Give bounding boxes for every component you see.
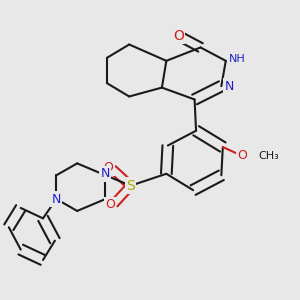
Text: O: O (237, 149, 247, 162)
Text: N: N (224, 80, 234, 93)
Text: CH₃: CH₃ (259, 151, 279, 161)
Text: O: O (103, 161, 113, 174)
Text: O: O (173, 28, 184, 43)
Text: N: N (101, 167, 110, 180)
Text: NH: NH (229, 54, 245, 64)
Text: N: N (52, 193, 61, 206)
Text: S: S (126, 179, 135, 193)
Text: O: O (105, 199, 115, 212)
